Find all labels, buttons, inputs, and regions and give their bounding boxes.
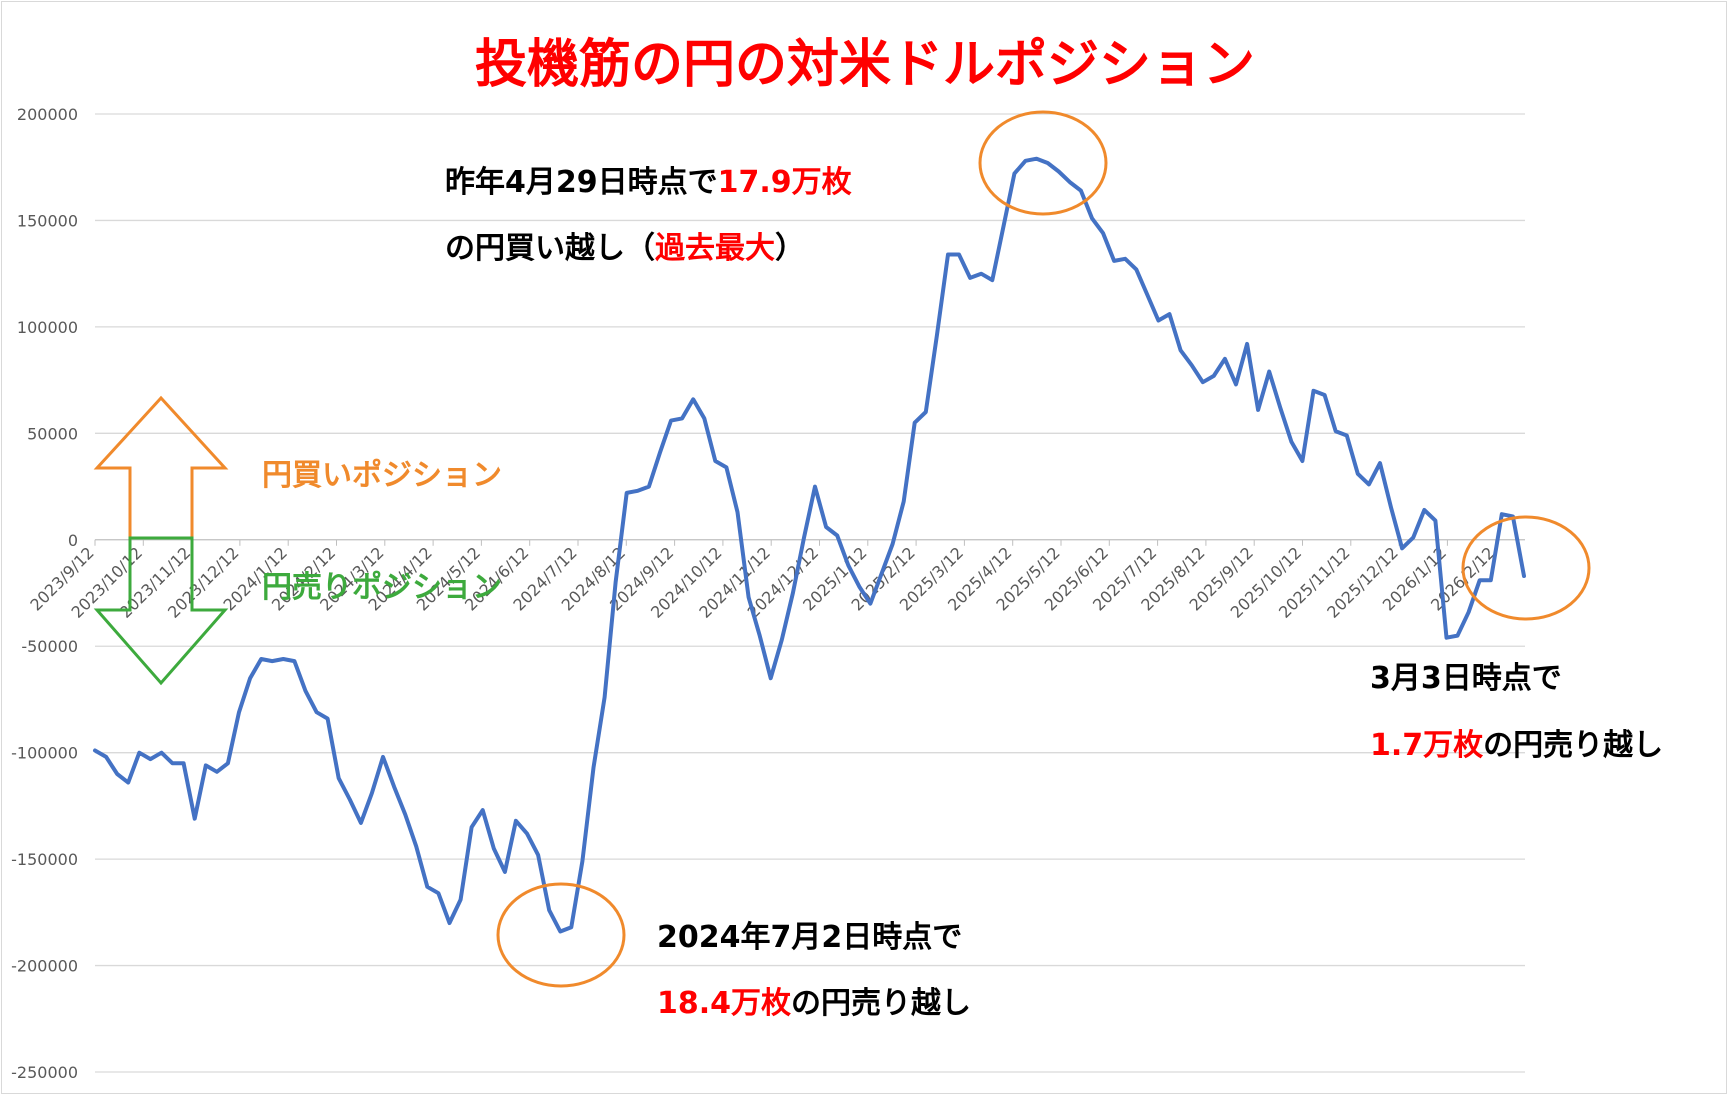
series-line (93, 156, 1526, 934)
y-tick-label: 0 (68, 531, 78, 550)
chart-title: 投機筋の円の対米ドルポジション (475, 35, 1255, 95)
low-annotation-line1: 2024年7月2日時点で (657, 920, 962, 955)
buy-arrow-icon (93, 395, 229, 540)
sell-position-label: 円売りポジション (262, 570, 502, 605)
peak-annotation-line2: の円買い越し（過去最大） (445, 231, 805, 266)
latest-highlight-circle (1461, 515, 1591, 621)
buy-position-label: 円買いポジション (262, 458, 502, 493)
y-tick-label: 200000 (17, 105, 78, 124)
y-tick-label: 150000 (17, 211, 78, 230)
y-tick-label: -250000 (11, 1063, 78, 1082)
latest-annotation-line1: 3月3日時点で (1370, 661, 1562, 696)
sell-arrow-icon (93, 536, 229, 686)
y-tick-label: -50000 (21, 637, 78, 656)
latest-annotation-line2: 1.7万枚の円売り越し (1370, 728, 1663, 763)
y-axis-ticks: 200000 150000 100000 50000 0 -50000 -100000 -15… (11, 105, 78, 1082)
y-tick-label: -150000 (11, 850, 78, 869)
low-annotation-line2: 18.4万枚の円売り越し (657, 986, 971, 1021)
x-axis-ticks: 2023/9/122023/10/122023/11/122023/12/122… (26, 539, 1499, 622)
peak-highlight-circle (978, 110, 1108, 216)
y-tick-label: -200000 (11, 957, 78, 976)
peak-annotation-line1: 昨年4月29日時点で17.9万枚 (445, 165, 852, 200)
y-tick-label: 100000 (17, 318, 78, 337)
series-path (93, 156, 1526, 934)
y-tick-label: -100000 (11, 744, 78, 763)
y-tick-label: 50000 (27, 424, 78, 443)
low-highlight-circle (496, 882, 626, 988)
